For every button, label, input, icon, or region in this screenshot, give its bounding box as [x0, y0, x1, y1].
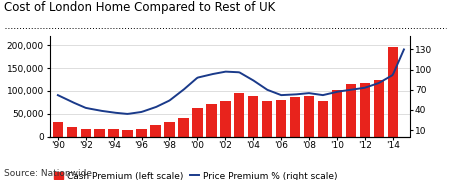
Legend: Cash Premium (left scale), Price Premium % (right scale): Cash Premium (left scale), Price Premium…	[54, 172, 338, 180]
Bar	[108, 129, 119, 137]
Bar	[94, 129, 105, 137]
Bar	[234, 93, 244, 137]
Bar	[178, 118, 189, 137]
Bar	[150, 125, 161, 137]
Bar	[122, 130, 133, 137]
Bar	[360, 83, 370, 137]
Text: Cost of London Home Compared to Rest of UK: Cost of London Home Compared to Rest of …	[4, 1, 276, 14]
Bar	[136, 129, 147, 137]
Bar	[290, 97, 300, 137]
Bar	[192, 108, 202, 137]
Bar	[262, 101, 272, 137]
Bar	[346, 84, 356, 137]
Bar	[332, 90, 342, 137]
Bar	[53, 122, 63, 137]
Bar	[67, 127, 77, 137]
Bar	[248, 96, 258, 137]
Bar	[81, 129, 91, 137]
Bar	[318, 101, 328, 137]
Text: Source: Nationwide: Source: Nationwide	[4, 169, 93, 178]
Bar	[164, 122, 175, 137]
Bar	[206, 104, 216, 137]
Bar	[387, 48, 398, 137]
Bar	[276, 100, 286, 137]
Bar	[304, 96, 314, 137]
Bar	[374, 80, 384, 137]
Bar	[220, 101, 230, 137]
